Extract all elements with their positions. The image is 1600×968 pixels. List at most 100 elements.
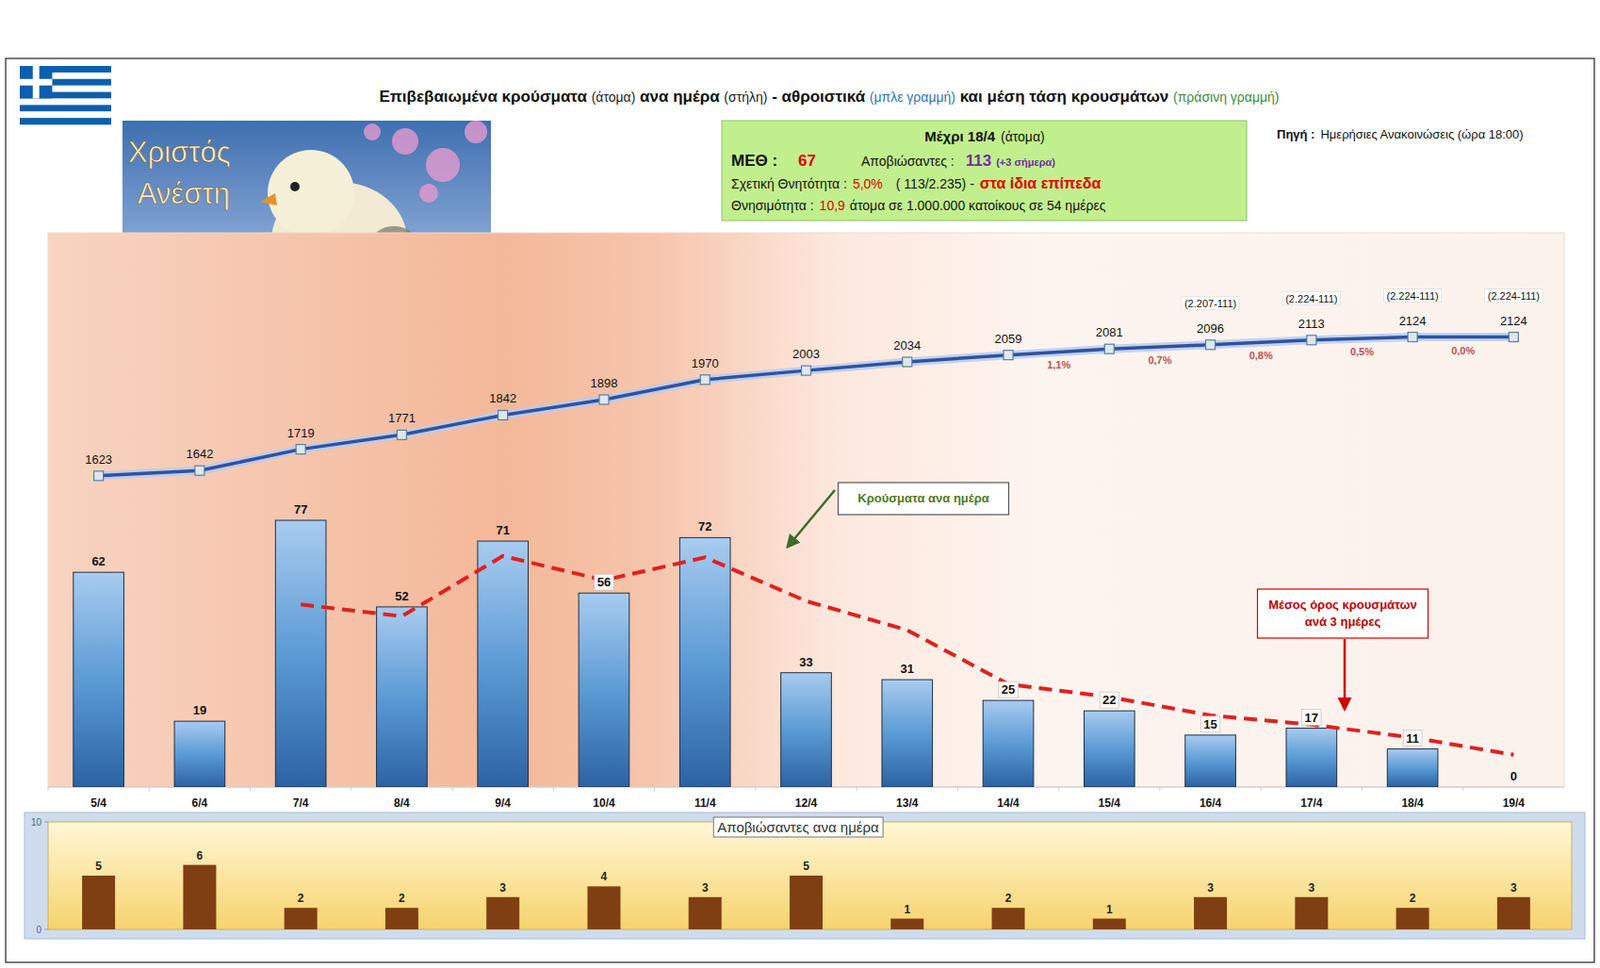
x-tick-label: 19/4	[1502, 796, 1526, 810]
x-tick	[1361, 786, 1363, 791]
callout-box	[1257, 588, 1429, 638]
line-marker	[700, 375, 710, 385]
bar	[275, 520, 327, 787]
x-tick	[148, 786, 150, 791]
label-patch	[1200, 716, 1220, 733]
text-part: στα ίδια επίπεδα	[979, 175, 1102, 192]
deaths-bar	[385, 907, 419, 930]
deaths-bar	[486, 897, 520, 930]
deaths-title-box	[713, 816, 883, 837]
flag-cross	[32, 65, 40, 98]
deaths-label: 3	[1207, 881, 1214, 895]
x-tick-label: 8/4	[393, 796, 410, 810]
bar	[477, 540, 529, 787]
info-box-bg	[721, 120, 1247, 221]
x-tick-label: 9/4	[494, 796, 511, 810]
deaths-plot-area	[48, 821, 1572, 930]
bar-label: 25	[1001, 682, 1015, 697]
x-tick-label: 15/4	[1098, 796, 1122, 810]
title-part: ανα ημέρα	[635, 87, 724, 106]
x-tick	[957, 786, 959, 791]
callout-line: Κρούσματα ανα ημέρα	[857, 490, 989, 506]
deaths-bar	[81, 875, 115, 930]
plot-area	[48, 232, 1565, 787]
text-part: ( 113/2.235) -	[896, 176, 975, 192]
x-tick	[1462, 786, 1464, 791]
x-tick-label: 14/4	[996, 796, 1020, 810]
x-tick-label: 7/4	[293, 796, 310, 810]
x-tick-label: 6/4	[192, 796, 209, 810]
line-label: 2096	[1196, 321, 1225, 336]
x-tick-label: 17/4	[1300, 796, 1323, 810]
change-label: 0,7%	[1147, 354, 1172, 366]
bar	[781, 672, 833, 787]
bar	[1387, 749, 1438, 787]
y-tick-label: 0	[35, 924, 42, 935]
flower	[419, 183, 439, 203]
bar-label: 71	[495, 522, 509, 538]
image-text: Χριστός	[128, 135, 231, 169]
title-part: - αθροιστικά	[767, 87, 869, 106]
bar-label: 72	[698, 519, 712, 534]
average-line	[300, 555, 1514, 755]
bar	[1286, 728, 1338, 787]
bar	[1083, 710, 1135, 787]
x-tick	[754, 786, 756, 791]
cumulative-line	[98, 337, 1515, 476]
x-tick-label: 11/4	[694, 796, 717, 810]
line-marker	[396, 429, 407, 440]
cumulative-note: (2.224-111)	[1487, 290, 1540, 302]
line-label: 1842	[489, 391, 517, 406]
change-label: 0,5%	[1350, 345, 1374, 358]
bar-label: 22	[1102, 692, 1116, 707]
image-text: Ανέστη	[137, 177, 230, 211]
line-label: 1719	[287, 425, 315, 441]
text-part: (άτομα)	[1000, 129, 1045, 145]
cumulative-note: (2.207-111)	[1184, 297, 1237, 310]
deaths-bar	[182, 865, 216, 930]
text-part: Ημερήσιες Ανακοινώσεις (ώρα 18:00)	[1320, 127, 1523, 142]
flower	[425, 147, 460, 182]
x-tick-label: 18/4	[1401, 796, 1424, 810]
x-tick-label: 5/4	[90, 796, 107, 810]
deaths-bar	[992, 907, 1026, 930]
line-marker	[1206, 340, 1216, 350]
text-part: Σχετική Θνητότητα :	[731, 176, 848, 192]
bar	[174, 720, 226, 787]
labels: 6219775271567233312522151711016231642171…	[84, 289, 1543, 784]
deaths-bar	[587, 885, 621, 930]
deaths-bar	[688, 897, 722, 930]
line-marker	[1407, 332, 1418, 343]
text-part: Πηγή :	[1276, 127, 1315, 142]
deaths-label: 1	[1106, 902, 1113, 916]
bar-label: 62	[91, 554, 105, 569]
note-box	[1181, 296, 1240, 311]
line-label: 2034	[893, 338, 921, 353]
line-label: 2124	[1399, 313, 1427, 328]
deaths-marks	[81, 865, 1531, 930]
line-marker	[1306, 335, 1317, 345]
flag-stripe	[19, 117, 112, 125]
deaths-label: 2	[1409, 891, 1417, 905]
source: Πηγή : Ημερήσιες Ανακοινώσεις (ώρα 18:00)	[1276, 127, 1524, 142]
label-patch	[1099, 691, 1119, 708]
info-heading: Μέχρι 18/4(άτομα)	[924, 128, 1045, 145]
line-label: 1623	[84, 452, 113, 467]
callout-arrow	[1343, 638, 1347, 709]
line-marker	[195, 465, 205, 475]
deaths-label: 2	[398, 891, 406, 905]
cumulative-note: (2.224-111)	[1386, 290, 1438, 302]
flower	[391, 128, 419, 155]
deaths-title: Αποβιώσαντες ανα ημέρα	[717, 818, 880, 835]
flower	[363, 123, 381, 141]
y-tick	[44, 929, 49, 931]
line-label: 2124	[1500, 313, 1528, 328]
callout-line: Μέσος όρος κρουσμάτων	[1268, 597, 1418, 612]
bar-label: 56	[597, 574, 611, 589]
text-part: 10,9	[819, 197, 846, 213]
bar-label: 11	[1405, 731, 1420, 746]
line-label: 2081	[1095, 325, 1124, 340]
title-part: και μέση τάση κρουσμάτων	[955, 87, 1174, 106]
line-label: 1898	[590, 375, 619, 391]
callout: Μέσος όρος κρουσμάτωνανά 3 ημέρες	[1257, 588, 1429, 709]
